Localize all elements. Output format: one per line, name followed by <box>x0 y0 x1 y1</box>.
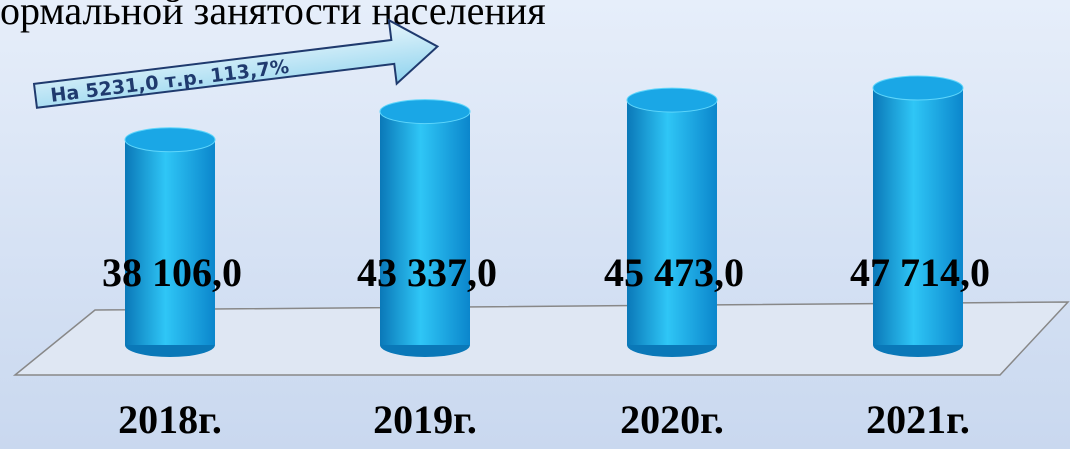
x-tick-label: 2019г. <box>373 397 477 442</box>
x-tick-label: 2018г. <box>118 397 222 442</box>
bar <box>125 139 215 345</box>
bar <box>380 111 470 346</box>
x-tick-label: 2021г. <box>866 397 970 442</box>
bar <box>627 100 717 345</box>
cylinder-top <box>626 87 718 113</box>
cylinder-top <box>124 127 216 153</box>
plot: 38 106,0 2018г. 43 337,0 2019г. 45 473,0 2020… <box>102 75 990 442</box>
x-tick-label: 2020г. <box>620 397 724 442</box>
value-label: 43 337,0 <box>357 250 497 295</box>
cylinder-top <box>379 99 471 125</box>
value-label: 38 106,0 <box>102 250 242 295</box>
value-label: 47 714,0 <box>850 250 990 295</box>
chart-title: ормальной занятости населения <box>0 0 546 33</box>
bar <box>873 88 963 345</box>
cylinder-top <box>872 75 964 101</box>
value-label: 45 473,0 <box>604 250 744 295</box>
floor <box>12 301 1070 376</box>
